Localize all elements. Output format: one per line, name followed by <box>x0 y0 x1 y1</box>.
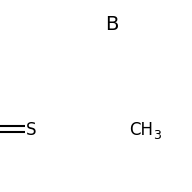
Text: 3: 3 <box>153 129 161 142</box>
Text: CH: CH <box>129 121 153 139</box>
Text: S: S <box>26 121 36 139</box>
Text: B: B <box>105 16 118 34</box>
